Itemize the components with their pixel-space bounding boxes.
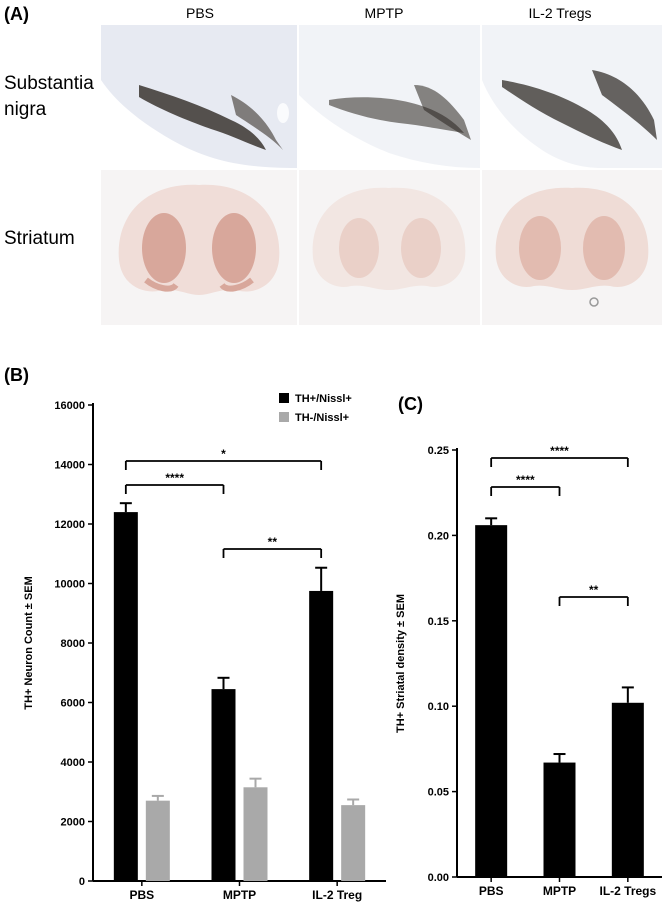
significance-label: **** — [516, 473, 535, 487]
x-tick-label: PBS — [129, 888, 154, 902]
y-tick-label: 0.20 — [428, 530, 449, 542]
row-label-striatum: Striatum — [4, 228, 75, 249]
micrograph-striatum-mptp — [299, 170, 480, 325]
significance-label: **** — [550, 444, 569, 458]
legend-label: TH+/Nissl+ — [295, 393, 352, 405]
panel-c-letter: (C) — [398, 394, 423, 414]
column-label-il2-tregs: IL-2 Tregs — [528, 5, 592, 21]
legend-swatch — [279, 393, 289, 403]
x-tick-label: IL-2 Treg — [312, 888, 362, 902]
bar — [145, 800, 170, 881]
legend-swatch — [279, 412, 289, 422]
x-tick-label: MPTP — [543, 884, 576, 898]
legend-label: TH-/Nissl+ — [295, 412, 349, 424]
row-label-line: nigra — [4, 99, 47, 120]
chart-b-neuron-count: 0 2000 4000 6000 8000 10000 12000 14000 16000 TH+… — [23, 393, 386, 902]
y-tick-label: 16000 — [54, 400, 85, 412]
micrograph-striatum-il2-tregs — [482, 170, 662, 325]
y-axis-label: TH+ Neuron Count ± SEM — [23, 576, 35, 709]
bar — [309, 590, 334, 881]
bar — [243, 787, 268, 881]
y-tick-label: 0.25 — [428, 445, 449, 457]
significance-label: ** — [268, 535, 278, 549]
bar — [611, 702, 644, 877]
bar — [341, 805, 366, 881]
y-tick-label: 12000 — [54, 519, 85, 531]
y-tick-label: 14000 — [54, 460, 85, 472]
bar — [543, 762, 576, 877]
bar — [211, 689, 236, 881]
y-tick-label: 2000 — [61, 817, 85, 829]
panel-b-letter: (B) — [4, 365, 29, 385]
y-tick-label: 0.10 — [428, 701, 449, 713]
y-tick-label: 4000 — [61, 757, 85, 769]
bar — [475, 525, 508, 877]
x-tick-label: IL-2 Tregs — [599, 884, 656, 898]
x-tick-label: MPTP — [223, 888, 256, 902]
y-tick-label: 0.05 — [428, 787, 449, 799]
row-label-substantia-nigra: Substantia nigra — [4, 71, 94, 123]
x-tick-label: PBS — [479, 884, 504, 898]
micrograph-substantia-nigra-il2-tregs — [482, 25, 662, 168]
y-tick-label: 0.00 — [428, 872, 449, 884]
micrograph-substantia-nigra-pbs — [101, 25, 297, 168]
y-tick-label: 0 — [79, 876, 85, 888]
y-tick-label: 8000 — [61, 638, 85, 650]
bar — [113, 512, 138, 881]
chart-c-striatal-density: 0.00 0.05 0.10 0.15 0.20 0.25 TH+ Striatal den… — [395, 444, 662, 898]
y-tick-label: 6000 — [61, 698, 85, 710]
micrograph-striatum-pbs — [101, 170, 297, 325]
column-label-mptp: MPTP — [364, 5, 404, 21]
row-label-line: Substantia — [4, 73, 94, 94]
significance-label: * — [221, 447, 226, 461]
panel-a-letter: (A) — [4, 4, 29, 24]
y-tick-label: 0.15 — [428, 616, 449, 628]
y-axis-label: TH+ Striatal density ± SEM — [395, 594, 407, 733]
y-tick-label: 10000 — [54, 579, 85, 591]
significance-label: ** — [589, 583, 599, 597]
significance-label: **** — [165, 471, 184, 485]
micrograph-substantia-nigra-mptp — [299, 25, 480, 168]
column-label-pbs: PBS — [185, 5, 214, 21]
